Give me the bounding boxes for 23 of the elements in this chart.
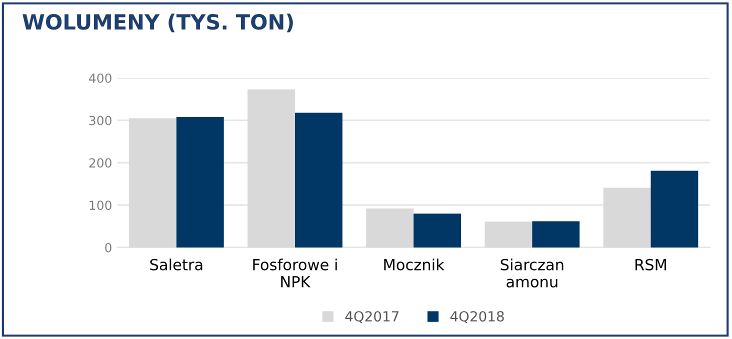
chart-title: WOLUMENY (TYS. TON) (22, 14, 293, 32)
bar (532, 221, 580, 248)
bar (603, 188, 651, 248)
bar (484, 222, 532, 248)
bar (414, 214, 462, 248)
x-tick-label: Mocznik (384, 258, 444, 270)
bar (128, 118, 176, 248)
bar (366, 208, 414, 248)
y-tick-label: 300 (89, 116, 112, 126)
bar (294, 112, 342, 248)
x-tick-label: Siarczan amonu (500, 258, 564, 288)
y-tick-label: 100 (90, 200, 112, 210)
bar (650, 170, 698, 248)
y-tick-label: 400 (89, 73, 112, 83)
y-tick-label: 200 (89, 158, 112, 168)
bar (248, 89, 295, 248)
x-tick-label: Fosforowe i NPK (253, 258, 337, 288)
x-tick-label: RSM (636, 258, 666, 270)
legend-label: 4Q2017 (345, 311, 398, 324)
bar (176, 116, 224, 248)
legend-label: 4Q2018 (450, 311, 504, 324)
y-tick-label: 0 (105, 242, 112, 252)
x-tick-label: Saletra (150, 258, 202, 270)
